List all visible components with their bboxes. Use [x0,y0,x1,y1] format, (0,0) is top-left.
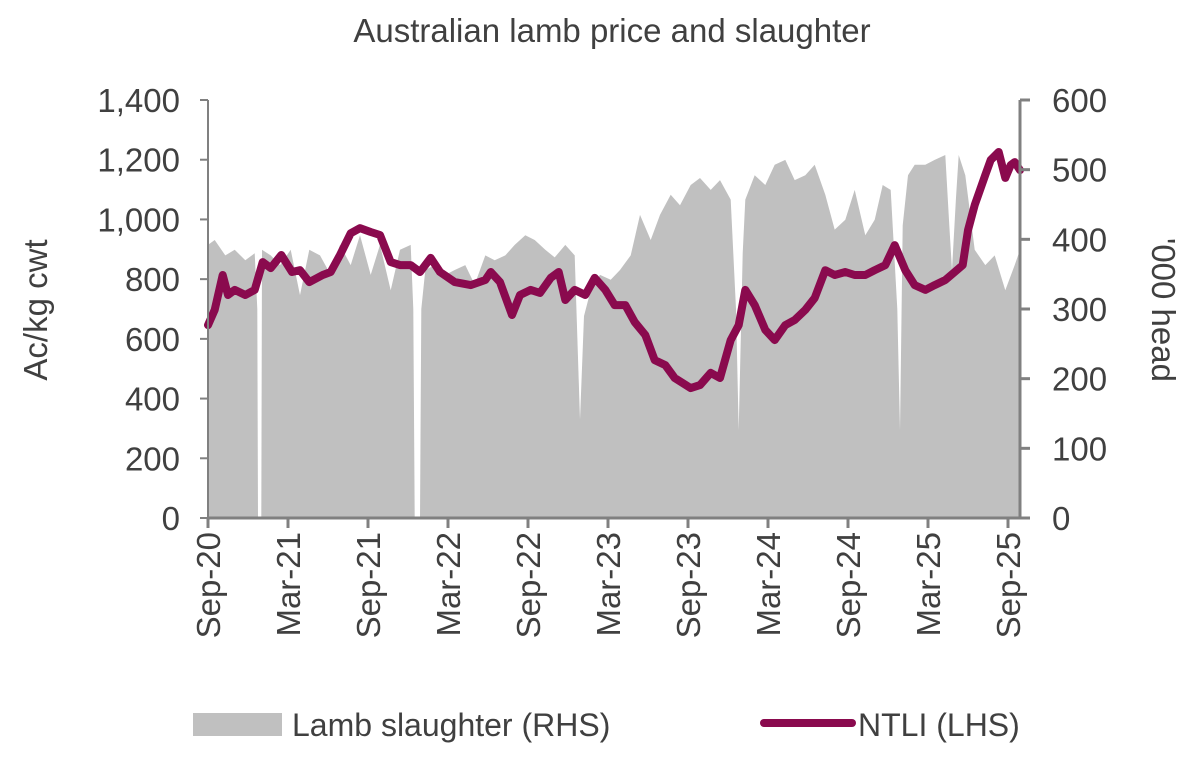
x-tick-label: Mar-24 [750,532,787,637]
y-left-tick-label: 200 [125,440,180,477]
y-left-tick-label: 600 [125,321,180,358]
y-left-tick-label: 1,400 [97,82,180,119]
y-right-tick-label: 400 [1052,221,1107,258]
x-tick-label: Mar-22 [430,532,467,637]
x-tick-label: Sep-24 [830,532,867,638]
y-right-tick-label: 0 [1052,500,1070,537]
x-tick-label: Sep-20 [190,532,227,638]
x-tick-label: Sep-22 [510,532,547,638]
x-tick-label: Sep-23 [670,532,707,638]
y-left-tick-label: 0 [162,500,180,537]
legend-label-ntli: NTLI (LHS) [858,707,1020,743]
x-tick-label: Sep-21 [350,532,387,638]
y-left-tick-label: 1,000 [97,201,180,238]
legend: Lamb slaughter (RHS) NTLI (LHS) [193,707,1020,743]
y-right-tick-label: 500 [1052,152,1107,189]
y-left-tick-label: 1,200 [97,142,180,179]
y-right-tick-label: 100 [1052,430,1107,467]
y-right-tick-label: 600 [1052,82,1107,119]
x-tick-label: Sep-25 [990,532,1027,638]
plot-area: 0 200 400 600 800 1,000 1,200 1,400 0 100 200 300 40… [97,82,1107,638]
slaughter-area [208,155,1020,518]
x-tick-label: Mar-25 [910,532,947,637]
y-left-tick-label: 800 [125,261,180,298]
ntli-line [204,148,1024,393]
y-axis-left-title: Ac/kg cwt [17,239,54,380]
chart-title: Australian lamb price and slaughter [353,12,870,49]
x-tick-label: Mar-21 [270,532,307,637]
legend-swatch-slaughter [193,713,282,736]
y-right-tick-label: 300 [1052,291,1107,328]
y-axis-right-title: '000 head [1145,238,1182,382]
y-left-tick-label: 400 [125,381,180,418]
x-tick-label: Mar-23 [590,532,627,637]
legend-label-slaughter: Lamb slaughter (RHS) [292,707,610,743]
y-right-tick-label: 200 [1052,361,1107,398]
